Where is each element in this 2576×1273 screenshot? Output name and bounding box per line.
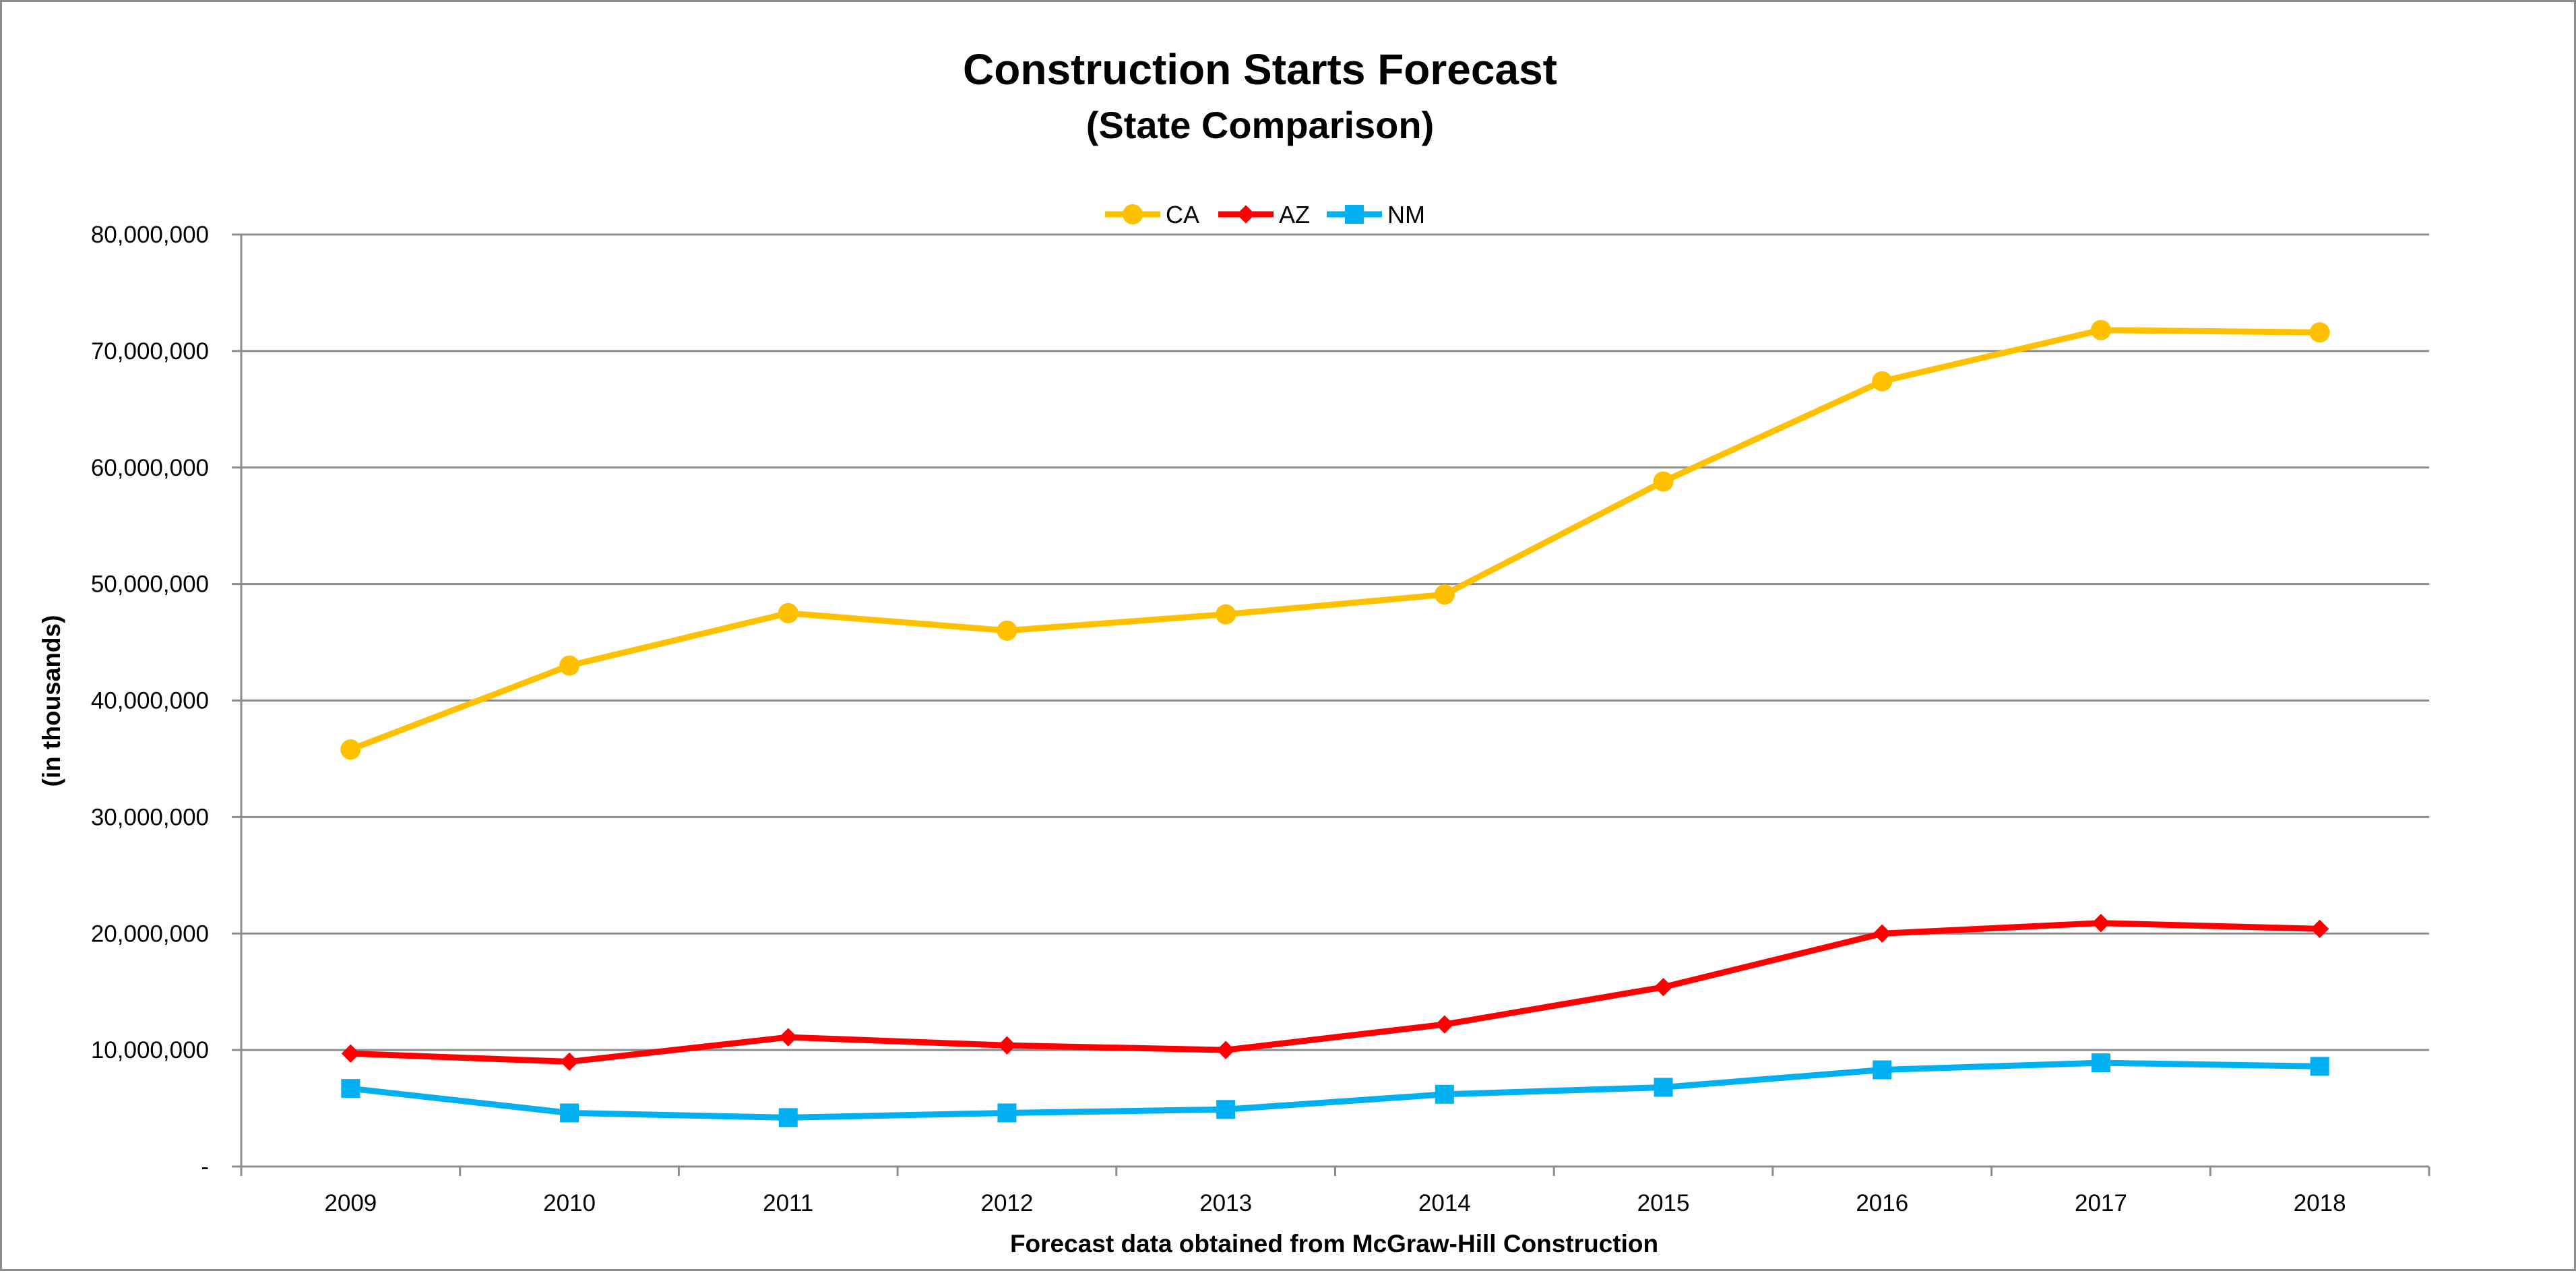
data-point-ca	[559, 655, 580, 676]
legend-item-az: AZ	[1218, 201, 1310, 228]
data-point-az	[1873, 924, 1891, 943]
data-point-az	[997, 1036, 1017, 1055]
data-point-az	[1435, 1015, 1454, 1034]
x-tick-label: 2012	[981, 1190, 1034, 1216]
series-ca	[340, 319, 2330, 760]
data-point-nm	[1435, 1084, 1454, 1104]
data-point-az	[2311, 919, 2329, 938]
legend-label-ca: CA	[1166, 201, 1199, 228]
data-point-nm	[560, 1103, 579, 1123]
gridlines	[241, 233, 2429, 1051]
legend-label-az: AZ	[1279, 201, 1310, 228]
data-point-nm	[1873, 1060, 1892, 1080]
data-point-ca	[2090, 319, 2111, 340]
legend-item-nm: NM	[1327, 201, 1425, 228]
y-tick-label: 50,000,000	[91, 571, 209, 598]
data-point-ca	[778, 602, 798, 623]
x-tick-label: 2018	[2294, 1190, 2346, 1216]
chart-title: Construction Starts Forecast	[963, 45, 1557, 94]
y-tick-label: 30,000,000	[91, 804, 209, 830]
data-point-az	[1654, 978, 1673, 997]
data-point-ca	[1872, 371, 1893, 392]
x-tick-label: 2015	[1637, 1190, 1690, 1216]
data-point-nm	[2310, 1057, 2329, 1076]
data-point-az	[341, 1044, 360, 1063]
data-point-az	[2092, 914, 2110, 933]
series-line-az	[347, 920, 2323, 1065]
data-point-nm	[1654, 1078, 1673, 1097]
data-point-nm	[778, 1108, 798, 1127]
data-point-ca	[997, 620, 1017, 641]
x-tick-label: 2013	[1199, 1190, 1252, 1216]
series-line-ca	[347, 327, 2323, 753]
x-tick-label: 2017	[2075, 1190, 2127, 1216]
legend-item-ca: CA	[1105, 201, 1199, 228]
data-point-ca	[2309, 322, 2330, 343]
data-point-ca	[1653, 471, 1674, 492]
data-point-az	[1216, 1041, 1235, 1059]
x-tick-label: 2010	[543, 1190, 596, 1216]
y-tick-label: 60,000,000	[91, 455, 209, 481]
x-tick-label: 2014	[1418, 1190, 1471, 1216]
data-point-az	[560, 1052, 579, 1072]
series-line-nm	[347, 1059, 2323, 1121]
y-axis-label: (in thousands)	[38, 615, 65, 787]
data-point-nm	[1216, 1100, 1236, 1119]
legend-marker-ca	[1123, 204, 1143, 224]
legend-marker-az	[1236, 205, 1255, 224]
legend-label-nm: NM	[1387, 201, 1425, 228]
legend-marker-nm	[1345, 205, 1364, 224]
series-layer	[340, 319, 2330, 1127]
data-point-ca	[340, 739, 361, 760]
y-tick-label: 40,000,000	[91, 688, 209, 714]
series-az	[341, 914, 2329, 1072]
data-point-nm	[2091, 1053, 2110, 1073]
data-point-nm	[341, 1079, 360, 1098]
chart-subtitle: (State Comparison)	[1086, 104, 1435, 146]
data-point-nm	[997, 1103, 1017, 1123]
y-tick-label: 80,000,000	[91, 222, 209, 248]
x-tick-label: 2009	[324, 1190, 377, 1216]
y-tick-label: 70,000,000	[91, 338, 209, 365]
x-tick-label: 2016	[1856, 1190, 1908, 1216]
data-point-az	[779, 1028, 798, 1047]
axes: - 10,000,000 20,000,000 30,000,000 40,000,00…	[91, 222, 2430, 1216]
y-tick-label: 20,000,000	[91, 921, 209, 947]
x-axis-label: Forecast data obtained from McGraw-Hill …	[1010, 1230, 1658, 1258]
data-point-ca	[1216, 604, 1236, 625]
y-tick-label: -	[201, 1154, 209, 1180]
data-point-ca	[1434, 584, 1455, 605]
y-tick-label: 10,000,000	[91, 1037, 209, 1063]
x-tick-label: 2011	[763, 1190, 813, 1216]
legend: CA AZ NM	[1105, 201, 1425, 228]
series-nm	[341, 1053, 2329, 1127]
